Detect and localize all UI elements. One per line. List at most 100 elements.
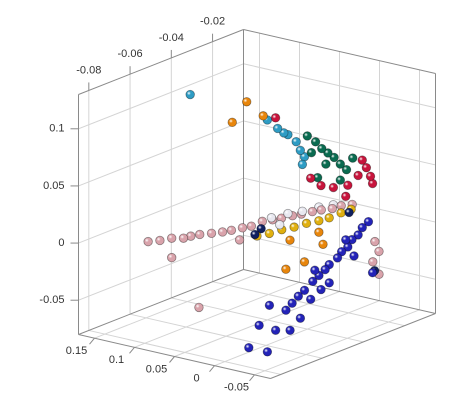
point (318, 239, 328, 249)
point (285, 235, 295, 245)
point (283, 208, 293, 219)
grid-line (78, 177, 244, 244)
point (234, 235, 245, 245)
point (341, 164, 352, 175)
point (299, 257, 310, 267)
point (289, 222, 299, 232)
tick-mark (129, 347, 135, 354)
point (368, 257, 378, 267)
point (185, 89, 195, 100)
point (347, 153, 358, 163)
point (295, 145, 306, 156)
point (316, 205, 326, 215)
grid-line (254, 309, 420, 376)
point (217, 227, 228, 237)
point (291, 137, 301, 147)
point (343, 180, 353, 190)
box-edge (243, 269, 436, 314)
point (324, 213, 334, 223)
point (293, 291, 304, 301)
point (305, 294, 316, 305)
point (266, 213, 277, 223)
point (256, 223, 266, 234)
grid-line (94, 272, 260, 339)
grid-line (214, 300, 380, 367)
point (206, 228, 217, 238)
point (323, 148, 333, 158)
point (155, 235, 165, 246)
point (349, 251, 359, 261)
point (281, 305, 291, 315)
point (295, 313, 306, 323)
box-edge (270, 313, 436, 379)
y-tick-label: 0.05 (146, 363, 167, 375)
point (264, 300, 275, 310)
point (297, 206, 308, 216)
point (336, 208, 346, 218)
point (357, 155, 367, 165)
point (254, 320, 264, 331)
point (353, 170, 363, 181)
grid-line (243, 177, 436, 223)
point (281, 264, 291, 274)
x-tick-label: -0.08 (76, 64, 101, 76)
point (317, 143, 327, 154)
point (341, 235, 351, 245)
point (246, 221, 257, 231)
point (367, 267, 378, 278)
z-tick-label: 0 (58, 237, 64, 249)
point (285, 325, 295, 335)
point (365, 171, 376, 182)
grid-line (78, 120, 244, 187)
point (314, 227, 324, 237)
point (363, 216, 374, 227)
point (195, 229, 205, 240)
z-tick-label: -0.05 (39, 294, 64, 306)
point (237, 223, 248, 233)
point (357, 222, 367, 233)
point (226, 225, 237, 235)
tick-mark (89, 337, 95, 345)
z-tick-label: 0.1 (49, 123, 64, 135)
x-tick-label: -0.06 (118, 48, 143, 60)
point (316, 180, 326, 191)
point (370, 236, 380, 247)
tick-mark (249, 374, 255, 382)
point (341, 191, 351, 202)
point (374, 246, 384, 257)
point (305, 173, 316, 183)
point (307, 206, 318, 217)
point (302, 131, 313, 141)
point (321, 159, 331, 169)
box-edge (243, 29, 436, 74)
point (328, 182, 339, 193)
point (316, 284, 326, 295)
point (314, 216, 324, 226)
point (324, 278, 334, 288)
point (335, 159, 346, 169)
point (301, 218, 312, 229)
point (270, 325, 281, 335)
point (306, 147, 317, 158)
grid-line (243, 63, 436, 109)
y-tick-label: -0.05 (224, 382, 249, 394)
point (264, 228, 275, 239)
point (272, 123, 283, 134)
point (143, 236, 153, 247)
tick-mark (209, 365, 215, 372)
point (244, 342, 254, 353)
point (258, 111, 268, 121)
point (227, 117, 237, 128)
point (335, 175, 346, 185)
z-tick-label: 0.05 (43, 180, 64, 192)
point (270, 113, 281, 123)
y-tick-label: 0.1 (109, 354, 124, 366)
grid-line (78, 63, 244, 130)
point (274, 220, 285, 230)
point (361, 162, 372, 173)
point (194, 302, 204, 313)
x-tick-label: -0.02 (200, 16, 225, 28)
point (310, 265, 320, 275)
